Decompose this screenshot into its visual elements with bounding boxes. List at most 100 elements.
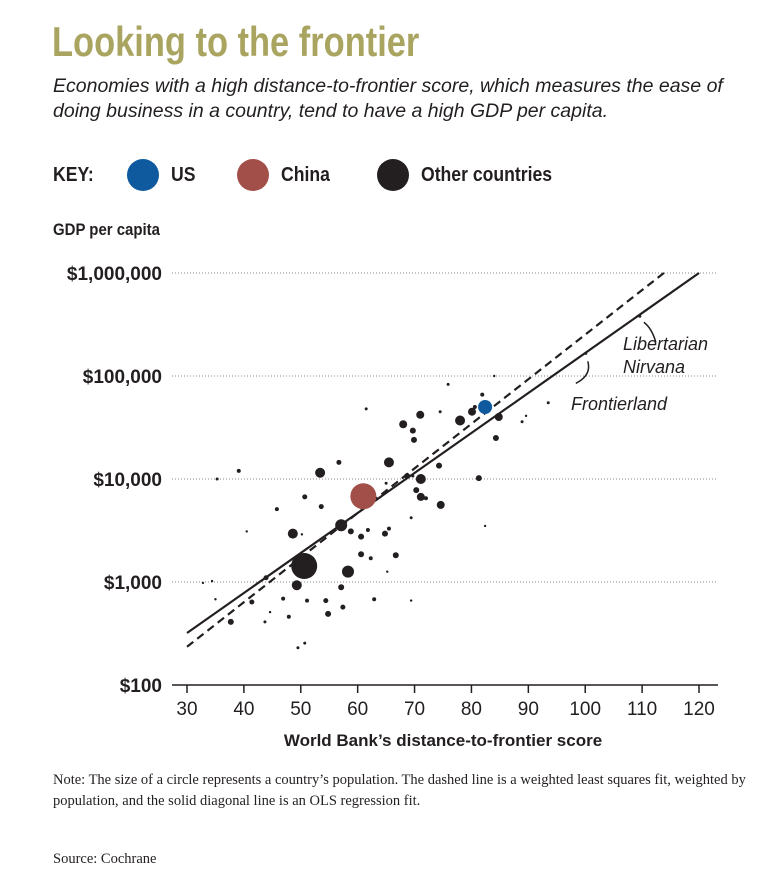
country-point (364, 407, 368, 411)
annotation-arrow (575, 361, 590, 384)
country-point (302, 494, 308, 500)
y-axis-label: GDP per capita (53, 220, 160, 239)
y-tick-label: $1,000 (104, 573, 162, 594)
legend-china-label: China (281, 163, 331, 186)
country-point (468, 407, 477, 416)
wls-fit-line (186, 269, 669, 648)
country-point (325, 610, 332, 617)
us-point (478, 400, 493, 415)
x-tick-label: 50 (290, 699, 311, 720)
country-point (365, 527, 370, 532)
country-point (384, 481, 388, 485)
country-point (368, 556, 373, 561)
country-point (409, 516, 413, 520)
country-point (455, 415, 466, 426)
legend-us-label: US (171, 163, 196, 186)
country-point (423, 496, 428, 501)
y-tick-label: $100 (120, 676, 162, 697)
country-point (524, 414, 528, 418)
country-point (472, 405, 477, 410)
country-point (323, 598, 329, 604)
country-point (416, 492, 425, 501)
country-point (493, 374, 496, 378)
x-tick-label: 110 (627, 699, 657, 720)
x-axis-label: World Bank’s distance-to-frontier score (284, 731, 602, 750)
country-point (341, 565, 354, 578)
annotation-arrow (643, 321, 657, 343)
country-point (436, 500, 445, 509)
annotation-libertarian: Libertarian (623, 334, 708, 354)
legend-other-label: Other countries (420, 163, 552, 186)
country-point (413, 487, 420, 494)
country-point (315, 467, 326, 478)
legend: KEY: US China Other countries (53, 158, 570, 192)
annotation-frontierland: Frontierland (571, 394, 668, 414)
ols-fit-line (186, 272, 700, 634)
chart-title: Looking to the frontier (52, 18, 420, 65)
country-point (415, 474, 426, 484)
chart-note: Note: The size of a circle represents a … (53, 772, 746, 809)
country-point (215, 477, 219, 481)
y-tick-label: $10,000 (93, 470, 162, 491)
country-point (268, 610, 272, 614)
country-point (236, 468, 241, 473)
country-point (358, 533, 365, 540)
country-point (227, 618, 234, 625)
country-point (399, 420, 408, 429)
country-point (245, 530, 248, 533)
country-point (300, 533, 304, 536)
country-point (274, 507, 279, 512)
country-point (338, 584, 345, 591)
country-point (287, 528, 298, 539)
country-point (475, 475, 482, 482)
legend-us-marker (127, 159, 160, 191)
country-point (291, 580, 302, 591)
country-point (347, 528, 354, 535)
country-point (386, 526, 391, 531)
x-tick-label: 120 (683, 699, 715, 720)
x-tick-label: 30 (176, 699, 197, 720)
country-point (409, 599, 413, 602)
country-point (336, 459, 342, 465)
country-point (210, 579, 214, 583)
country-point (480, 392, 485, 397)
country-point (201, 581, 205, 585)
country-point (372, 597, 377, 602)
x-tick-label: 60 (347, 699, 368, 720)
country-point (318, 504, 324, 510)
country-point (281, 596, 286, 601)
country-point (381, 530, 388, 537)
country-point (340, 604, 346, 610)
country-point (296, 646, 300, 650)
country-point (286, 614, 291, 619)
chart-subtitle: Economies with a high distance-to-fronti… (53, 75, 723, 122)
x-tick-label: 100 (569, 699, 601, 720)
country-point (436, 462, 443, 469)
country-point (392, 552, 399, 559)
x-tick-label: 40 (233, 699, 254, 720)
country-point (409, 427, 416, 434)
country-point (305, 598, 310, 603)
annotation-nirvana: Nirvana (623, 357, 685, 377)
legend-other-marker (376, 159, 409, 191)
country-point (249, 599, 255, 605)
country-point (291, 553, 318, 580)
chart-source: Source: Cochrane (53, 851, 157, 867)
country-point (358, 551, 365, 558)
country-point (446, 382, 450, 386)
country-point (520, 420, 524, 424)
country-point (416, 410, 425, 419)
country-point (303, 641, 307, 645)
legend-china-marker (237, 159, 270, 191)
legend-key-label: KEY: (53, 163, 94, 186)
x-tick-label: 90 (518, 699, 539, 720)
country-point (410, 436, 417, 443)
x-tick-label: 70 (404, 699, 425, 720)
country-point (383, 457, 394, 468)
x-tick-label: 80 (461, 699, 482, 720)
country-point (386, 570, 389, 573)
country-point (263, 620, 267, 624)
y-tick-label: $1,000,000 (67, 264, 162, 285)
country-point (438, 410, 442, 414)
country-point (214, 598, 217, 601)
